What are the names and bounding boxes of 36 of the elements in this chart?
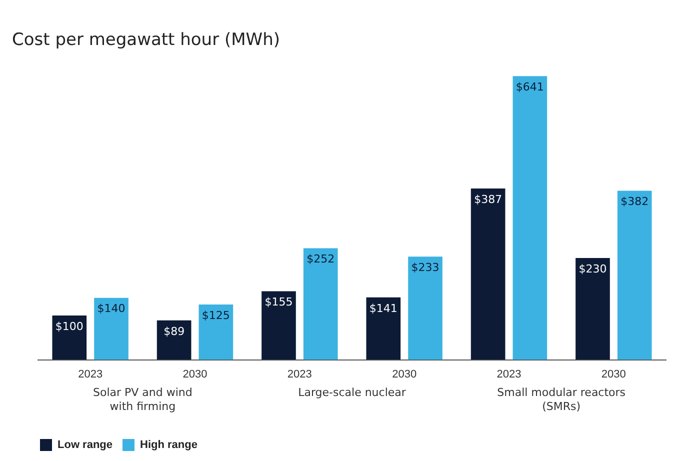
data-label: $89: [164, 324, 185, 338]
data-label: $141: [369, 302, 398, 315]
x-tick-label: 2030: [601, 368, 626, 380]
data-label: $140: [97, 302, 126, 316]
data-label: $252: [306, 252, 335, 266]
bar: [617, 190, 652, 360]
data-label: $233: [411, 261, 440, 274]
data-label: $155: [264, 296, 293, 309]
text: Small modular reactors (SMRs): [497, 386, 626, 414]
bar: [156, 320, 192, 360]
bar: [94, 298, 128, 360]
x-tick-label: 2030: [392, 368, 417, 380]
x-tick-label: 2023: [78, 368, 103, 380]
text: Large-scale nuclear: [298, 386, 406, 400]
data-label: $100: [55, 320, 84, 333]
bar: [303, 248, 338, 360]
data-label: $387: [474, 192, 502, 206]
data-label: $641: [516, 80, 544, 94]
data-label: $230: [578, 262, 607, 276]
data-label: $125: [202, 308, 230, 322]
bar: [262, 291, 296, 360]
x-tick-label: 2030: [182, 368, 208, 380]
x-tick-label: 2023: [496, 368, 522, 380]
data-label: $382: [620, 195, 649, 208]
text: Solar PV and wind with firming: [92, 386, 192, 414]
legend-label: High range: [140, 439, 198, 452]
bar: [366, 297, 401, 360]
bar: [512, 76, 548, 360]
legend-label: Low range: [58, 439, 113, 452]
bar: [470, 188, 506, 360]
bar: [52, 316, 87, 360]
bar: [576, 258, 610, 360]
bar: [408, 256, 442, 360]
x-tick-label: 2023: [287, 368, 312, 380]
bar: [198, 304, 234, 360]
y-axis-title: Cost per megawatt hour (MWh): [12, 30, 280, 50]
